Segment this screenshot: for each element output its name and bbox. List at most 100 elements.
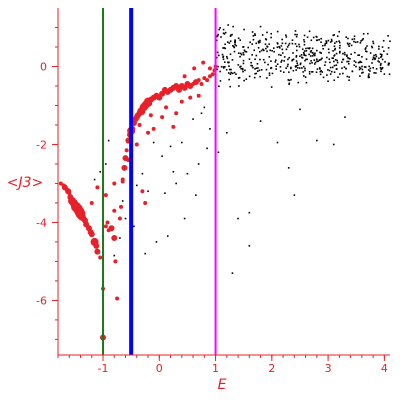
data-point-black (367, 69, 370, 71)
data-point-black (228, 78, 230, 81)
data-point-black (285, 34, 287, 36)
data-point-black (267, 63, 269, 66)
data-point-black (331, 40, 333, 42)
data-point-black (222, 67, 225, 69)
data-point-black (373, 72, 375, 74)
data-point-black (334, 47, 337, 50)
data-point-black (375, 55, 378, 58)
data-point-black (259, 75, 261, 78)
data-point-black (241, 67, 244, 70)
data-point-black (147, 190, 149, 193)
data-point-black (381, 46, 384, 48)
data-point-red (188, 95, 193, 100)
data-point-black (302, 52, 305, 54)
data-point-black (280, 54, 282, 57)
data-point-black (272, 47, 275, 49)
data-point-black (380, 70, 382, 73)
data-point-black (252, 35, 255, 37)
data-point-black (262, 58, 265, 61)
data-point-black (261, 34, 264, 36)
data-point-black (366, 45, 368, 47)
data-point-black (166, 235, 169, 237)
data-point-black (312, 36, 315, 39)
data-point-black (344, 116, 346, 118)
data-point-black (227, 61, 230, 64)
data-point-black (254, 34, 256, 37)
data-point-black (245, 50, 248, 53)
data-point-black (361, 72, 363, 74)
data-point-black (224, 31, 227, 34)
data-point-black (226, 55, 228, 58)
data-point-black (324, 61, 327, 63)
data-point-red (103, 224, 108, 229)
data-point-black (344, 53, 346, 56)
data-point-black (342, 58, 344, 61)
data-point-black (372, 42, 375, 45)
data-point-black (291, 39, 294, 41)
data-point-black (316, 49, 318, 52)
data-point-red (124, 148, 129, 153)
data-point-black (303, 53, 305, 55)
data-point-black (362, 33, 365, 35)
data-point-black (288, 83, 290, 86)
data-point-black (241, 68, 244, 71)
data-point-black (387, 47, 390, 49)
data-point-black (299, 55, 301, 57)
data-point-black (360, 61, 363, 64)
data-point-black (215, 39, 218, 42)
data-point-black (242, 53, 245, 56)
data-point-black (304, 69, 306, 72)
data-point-red (164, 105, 169, 110)
data-point-black (364, 66, 367, 68)
data-point-black (341, 67, 343, 70)
data-point-black (299, 63, 302, 66)
data-point-black (249, 41, 251, 44)
data-point-red (196, 93, 201, 98)
data-point-black (270, 36, 272, 39)
data-point-black (303, 75, 305, 77)
plot-points (58, 24, 391, 341)
data-point-black (336, 61, 339, 64)
data-point-black (364, 48, 367, 50)
data-point-black (278, 45, 280, 48)
data-point-black (152, 141, 155, 144)
data-point-black (305, 54, 307, 57)
data-point-black (381, 58, 384, 61)
data-point-black (270, 66, 273, 69)
data-point-black (332, 143, 335, 146)
data-point-black (309, 51, 312, 53)
data-point-black (285, 36, 288, 38)
data-point-black (332, 34, 335, 37)
data-point-black (334, 48, 336, 51)
data-point-black (346, 54, 348, 56)
data-point-black (288, 82, 291, 85)
data-point-black (322, 47, 324, 50)
data-point-black (302, 65, 305, 68)
x-tick-label: 3 (325, 362, 332, 375)
data-point-black (343, 51, 346, 54)
data-point-black (248, 75, 251, 78)
data-point-black (330, 70, 333, 73)
data-point-black (237, 64, 240, 66)
data-point-red (201, 60, 206, 65)
data-point-black (297, 67, 299, 69)
data-point-black (387, 64, 390, 66)
data-point-black (309, 55, 312, 57)
data-point-black (359, 60, 362, 63)
data-point-red (137, 122, 142, 127)
data-point-black (380, 53, 383, 56)
data-point-black (339, 44, 341, 47)
data-point-red (88, 231, 95, 238)
data-point-red (207, 74, 212, 79)
data-point-black (358, 54, 361, 56)
data-point-black (292, 69, 295, 72)
data-point-black (342, 52, 344, 55)
data-point-red (115, 296, 120, 301)
data-point-black (321, 71, 324, 73)
data-point-black (296, 64, 299, 67)
data-point-black (283, 60, 285, 62)
data-point-black (195, 194, 197, 196)
data-point-black (353, 38, 356, 40)
data-point-black (389, 40, 391, 43)
data-point-black (238, 76, 241, 79)
